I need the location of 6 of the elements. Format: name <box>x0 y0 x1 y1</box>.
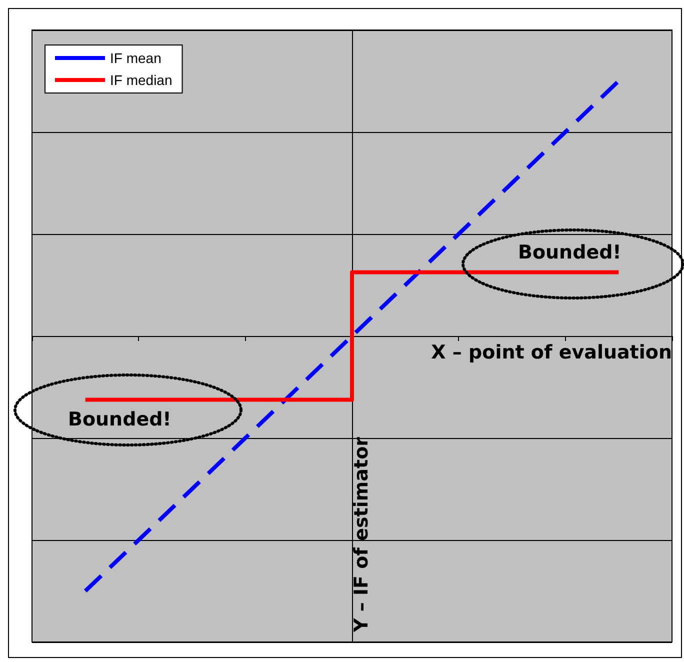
legend-label: IF mean <box>110 50 162 66</box>
legend-label: IF median <box>110 72 172 88</box>
y-axis-title: Y – IF of estimator <box>350 436 372 633</box>
x-axis-title: X – point of evaluation <box>431 342 672 364</box>
annotation: Bounded! <box>68 408 172 430</box>
annotation: Bounded! <box>518 242 622 264</box>
